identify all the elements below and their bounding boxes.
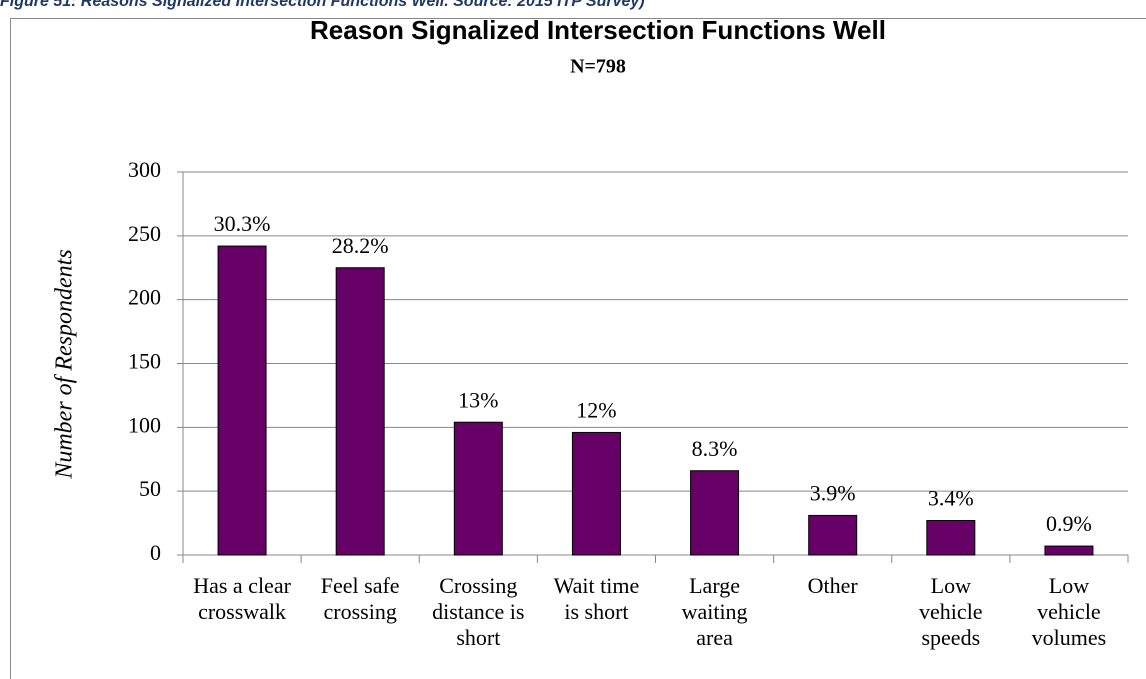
y-tick-label: 150 <box>128 349 161 374</box>
bar <box>453 421 503 556</box>
data-label: 28.2% <box>332 233 389 258</box>
data-label: 8.3% <box>692 436 738 461</box>
y-tick-label: 250 <box>128 221 161 246</box>
data-label: 13% <box>458 387 498 412</box>
y-tick-label: 200 <box>128 285 161 310</box>
data-label: 3.4% <box>928 486 974 511</box>
x-tick-label: Other <box>807 573 858 598</box>
data-label: 0.9% <box>1046 511 1092 536</box>
data-label: 12% <box>576 397 616 422</box>
x-tick-label: Crossing distance is short <box>432 573 525 650</box>
bar <box>571 431 621 556</box>
x-tick-label: Low vehicle speeds <box>919 573 983 650</box>
figure-caption: Figure 51: Reasons Signalized Intersecti… <box>0 0 645 10</box>
y-tick-label: 0 <box>150 540 161 565</box>
chart-frame <box>10 18 1146 679</box>
x-tick-label: Low vehicle volumes <box>1031 573 1107 650</box>
chart-title: Reason Signalized Intersection Functions… <box>310 15 886 45</box>
y-tick-label: 50 <box>139 476 161 501</box>
x-tick-label: Wait time is short <box>553 573 640 624</box>
x-tick-label: Has a clear crosswalk <box>193 573 291 624</box>
x-tick-label: Large waiting area <box>681 573 748 650</box>
chart-subtitle: N=798 <box>570 56 626 78</box>
data-label: 3.9% <box>810 480 856 505</box>
data-label: 30.3% <box>214 211 271 236</box>
y-axis-label: Number of Respondents <box>52 249 78 479</box>
bar <box>217 245 267 556</box>
bar <box>335 267 385 556</box>
y-tick-label: 100 <box>128 412 161 437</box>
y-tick-label: 300 <box>128 157 161 182</box>
bar <box>926 520 976 556</box>
bar <box>808 514 858 556</box>
x-tick-label: Feel safe crossing <box>320 573 400 624</box>
bar <box>1044 545 1094 556</box>
bar <box>690 470 740 556</box>
